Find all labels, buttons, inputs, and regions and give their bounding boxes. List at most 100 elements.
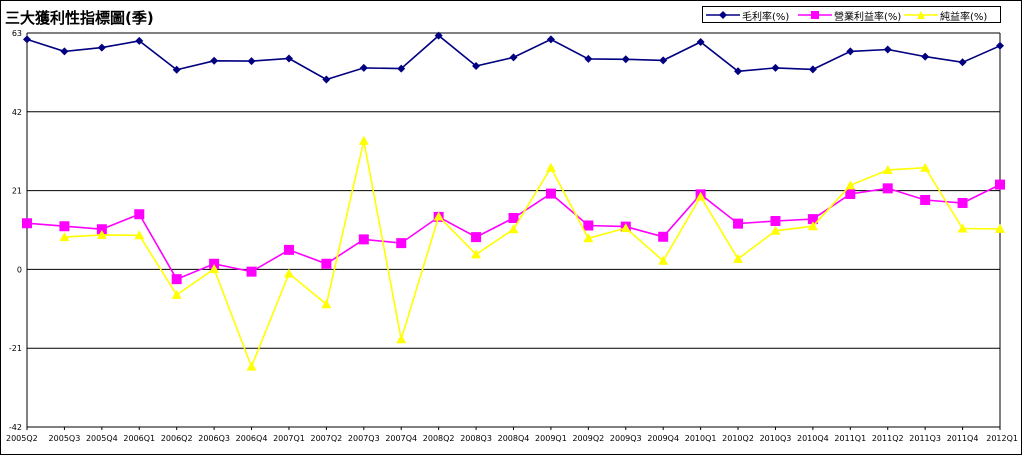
data-point-net-margin: [770, 225, 781, 235]
data-point-net-margin: [658, 255, 669, 265]
x-tick-label: 2005Q2: [6, 434, 38, 443]
x-tick-label: 2011Q1: [834, 434, 866, 443]
data-point-operating-margin: [358, 234, 369, 245]
data-point-operating-margin: [957, 197, 968, 208]
x-tick-label: 2008Q3: [460, 434, 492, 443]
legend-item-operating-margin: 營業利益率(%): [798, 8, 902, 23]
data-point-gross-margin: [23, 35, 31, 44]
data-point-gross-margin: [546, 35, 555, 44]
x-tick-label: 2011Q3: [909, 434, 941, 443]
square-marker-icon: [798, 11, 832, 19]
x-tick-label: 2008Q2: [423, 434, 455, 443]
x-tick-label: 2009Q4: [647, 434, 679, 443]
data-point-net-margin: [433, 211, 444, 221]
data-point-operating-margin: [545, 188, 556, 199]
y-tick-label: -21: [9, 344, 22, 353]
triangle-marker-icon: [904, 11, 938, 19]
data-point-net-margin: [471, 249, 482, 259]
data-point-net-margin: [283, 268, 294, 278]
data-point-net-margin: [545, 162, 556, 172]
data-point-operating-margin: [845, 188, 856, 199]
y-tick-label: 63: [12, 29, 22, 38]
x-tick-label: 2006Q4: [236, 434, 268, 443]
legend-label: 純益率(%): [940, 11, 988, 23]
data-point-net-margin: [620, 223, 631, 233]
data-point-gross-margin: [771, 63, 780, 72]
data-point-net-margin: [920, 162, 931, 172]
x-tick-label: 2011Q4: [947, 434, 979, 443]
data-point-gross-margin: [996, 41, 1004, 50]
data-point-net-margin: [321, 299, 332, 309]
x-tick-label: 2008Q4: [498, 434, 530, 443]
data-point-gross-margin: [584, 54, 593, 63]
data-point-gross-margin: [60, 47, 69, 56]
data-point-operating-margin: [995, 179, 1005, 190]
data-point-gross-margin: [247, 57, 256, 66]
x-tick-label: 2006Q2: [161, 434, 193, 443]
data-point-gross-margin: [172, 65, 181, 74]
data-point-operating-margin: [471, 232, 482, 243]
x-tick-label: 2006Q3: [198, 434, 230, 443]
data-point-net-margin: [96, 229, 107, 239]
data-point-operating-margin: [283, 244, 294, 255]
data-point-operating-margin: [59, 221, 70, 232]
data-point-gross-margin: [397, 64, 406, 73]
data-point-operating-margin: [658, 231, 669, 242]
data-point-operating-margin: [733, 218, 744, 229]
data-point-net-margin: [583, 233, 594, 243]
y-tick-label: -42: [9, 423, 22, 432]
x-tick-label: 2010Q3: [760, 434, 792, 443]
x-tick-label: 2007Q3: [348, 434, 380, 443]
data-point-gross-margin: [883, 45, 892, 54]
data-point-operating-margin: [246, 266, 257, 277]
data-point-net-margin: [957, 223, 968, 233]
data-point-net-margin: [845, 180, 856, 190]
x-tick-label: 2012Q1: [986, 434, 1018, 443]
data-point-gross-margin: [97, 43, 106, 52]
data-point-gross-margin: [135, 36, 144, 45]
data-point-gross-margin: [846, 47, 855, 56]
data-point-operating-margin: [508, 212, 519, 223]
data-point-gross-margin: [958, 58, 967, 67]
data-point-net-margin: [171, 289, 182, 299]
data-point-operating-margin: [22, 218, 32, 229]
data-point-net-margin: [695, 191, 706, 201]
data-point-operating-margin: [96, 224, 107, 235]
data-point-net-margin: [882, 164, 893, 174]
y-tick-label: 0: [17, 265, 22, 274]
x-tick-label: 2009Q3: [610, 434, 642, 443]
data-point-net-margin: [508, 224, 519, 234]
data-point-gross-margin: [734, 67, 743, 76]
chart-title: 三大獲利性指標圖(季): [5, 9, 154, 27]
data-point-net-margin: [59, 232, 70, 242]
data-point-operating-margin: [770, 215, 781, 226]
legend-item-net-margin: 純益率(%): [904, 8, 988, 23]
x-tick-label: 2005Q3: [49, 434, 81, 443]
data-point-operating-margin: [321, 258, 332, 269]
data-point-gross-margin: [210, 56, 219, 65]
data-point-net-margin: [209, 264, 220, 274]
x-tick-label: 2010Q1: [685, 434, 717, 443]
data-point-operating-margin: [134, 209, 145, 220]
data-point-gross-margin: [659, 56, 668, 65]
x-tick-label: 2007Q4: [385, 434, 417, 443]
data-point-operating-margin: [209, 258, 220, 269]
legend-label: 營業利益率(%): [834, 11, 902, 23]
legend-label: 毛利率(%): [742, 11, 790, 23]
data-point-net-margin: [134, 230, 145, 240]
data-point-operating-margin: [882, 183, 893, 194]
x-tick-label: 2007Q1: [273, 434, 305, 443]
data-point-gross-margin: [696, 38, 705, 47]
data-point-operating-margin: [583, 220, 594, 231]
data-point-gross-margin: [808, 65, 817, 74]
data-point-net-margin: [995, 223, 1005, 233]
x-tick-label: 2006Q1: [123, 434, 155, 443]
data-point-gross-margin: [284, 54, 293, 63]
data-point-operating-margin: [396, 238, 407, 249]
data-point-gross-margin: [359, 63, 368, 72]
data-point-net-margin: [807, 221, 818, 231]
data-point-gross-margin: [621, 55, 630, 64]
data-point-net-margin: [358, 135, 369, 145]
